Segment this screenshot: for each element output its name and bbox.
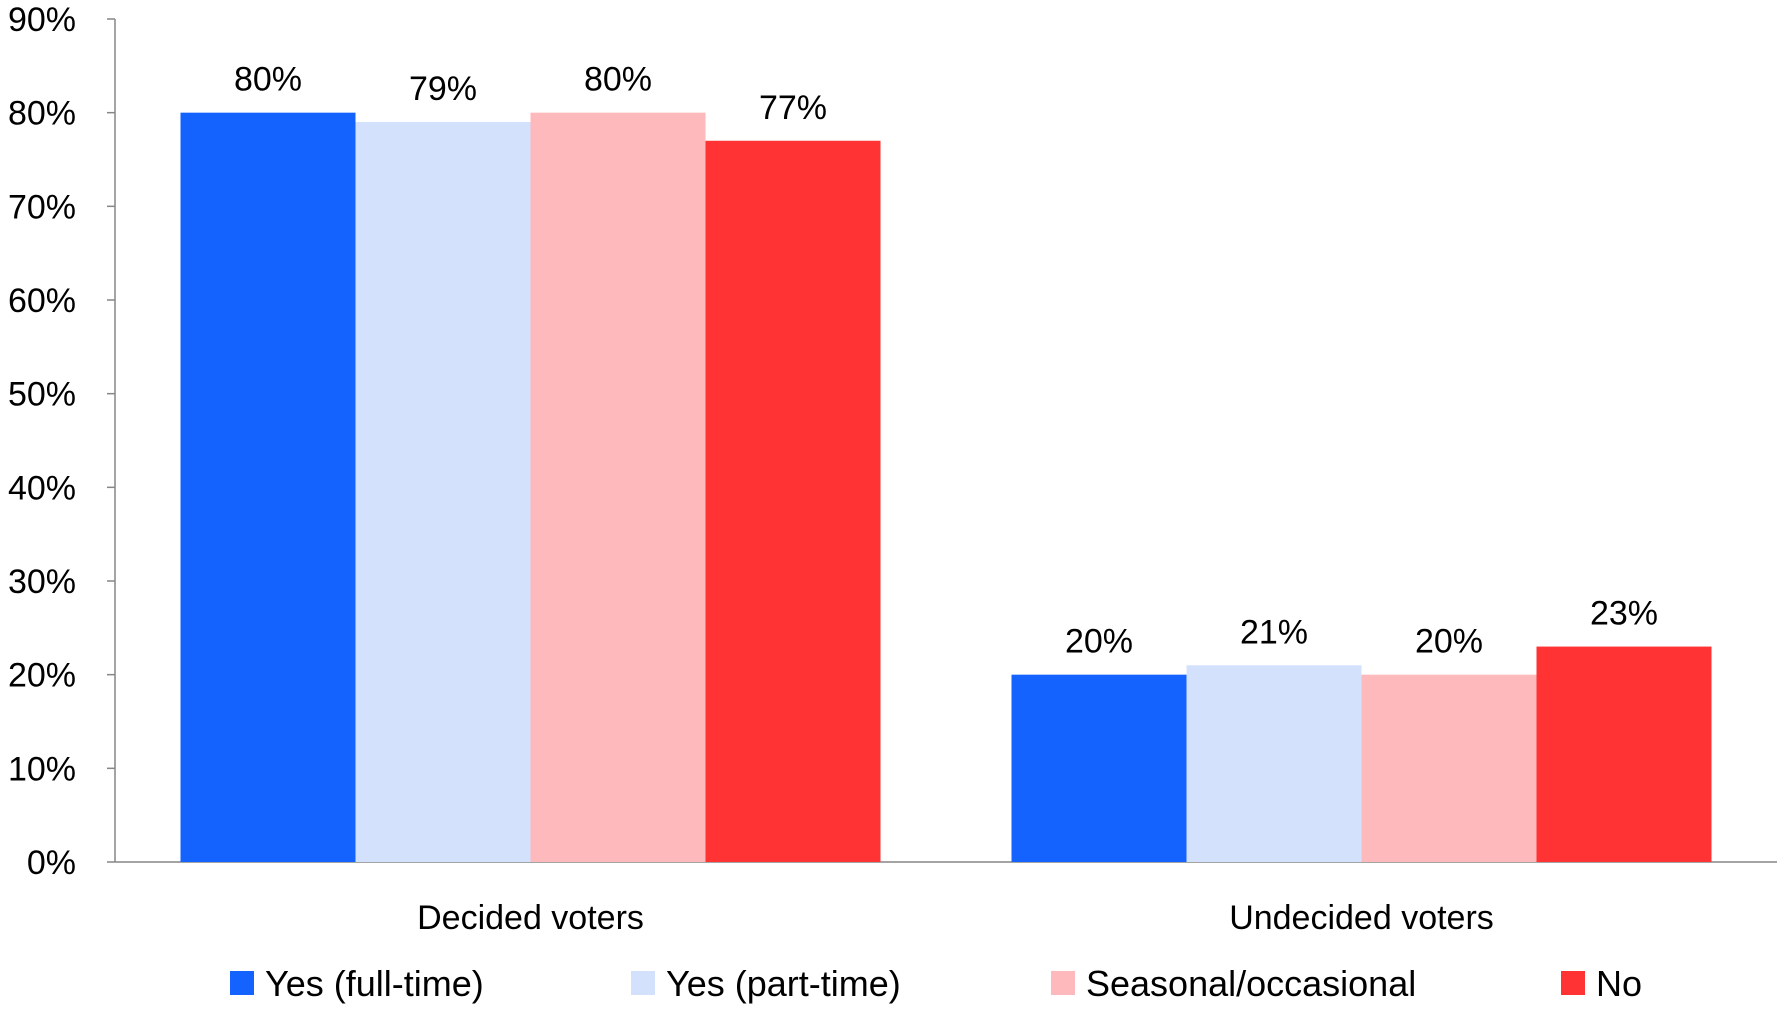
- data-label: 20%: [1065, 623, 1133, 661]
- y-tick-label: 70%: [8, 188, 76, 226]
- data-labels-group: 80% 79% 80% 77% 20% 21% 20% 23%: [234, 61, 1658, 661]
- y-tick-label: 90%: [8, 1, 76, 39]
- legend-item: Seasonal/occasional: [1051, 963, 1416, 1004]
- y-tick-label: 0%: [27, 844, 76, 882]
- data-label: 77%: [759, 89, 827, 127]
- y-tick-label: 30%: [8, 563, 76, 601]
- data-label: 20%: [1415, 623, 1483, 661]
- legend-label: Yes (part-time): [666, 963, 901, 1004]
- y-tick-label: 60%: [8, 282, 76, 320]
- legend-swatch: [631, 971, 655, 995]
- bars-group: [180, 112, 1712, 863]
- legend-item: Yes (part-time): [631, 963, 901, 1004]
- bar: [1186, 665, 1362, 862]
- bar: [530, 112, 706, 862]
- y-tick-label: 10%: [8, 750, 76, 788]
- axes-group: 0% 10% 20% 30% 40% 50% 60% 70% 80% 90% Decided vot…: [8, 1, 1777, 937]
- legend-item: No: [1561, 963, 1642, 1004]
- legend-label: Seasonal/occasional: [1086, 963, 1416, 1004]
- legend-swatch: [1561, 971, 1585, 995]
- data-label: 23%: [1590, 595, 1658, 633]
- x-category-label: Decided voters: [417, 899, 644, 937]
- data-label: 21%: [1240, 613, 1308, 651]
- x-category-label: Undecided voters: [1229, 899, 1494, 937]
- data-label: 80%: [234, 61, 302, 99]
- bar: [1361, 674, 1537, 862]
- bar: [180, 112, 356, 862]
- legend-label: No: [1596, 963, 1642, 1004]
- bar: [705, 140, 881, 862]
- data-label: 79%: [409, 70, 477, 108]
- legend-label: Yes (full-time): [265, 963, 484, 1004]
- bar: [1011, 674, 1187, 862]
- legend-swatch: [1051, 971, 1075, 995]
- legend-item: Yes (full-time): [230, 963, 484, 1004]
- bar: [355, 122, 531, 863]
- y-tick-label: 20%: [8, 657, 76, 695]
- legend-swatch: [230, 971, 254, 995]
- y-tick-label: 40%: [8, 469, 76, 507]
- data-label: 80%: [584, 61, 652, 99]
- legend: Yes (full-time) Yes (part-time) Seasonal/o…: [230, 963, 1642, 1004]
- bar: [1536, 646, 1712, 862]
- y-tick-label: 80%: [8, 95, 76, 133]
- y-tick-label: 50%: [8, 376, 76, 414]
